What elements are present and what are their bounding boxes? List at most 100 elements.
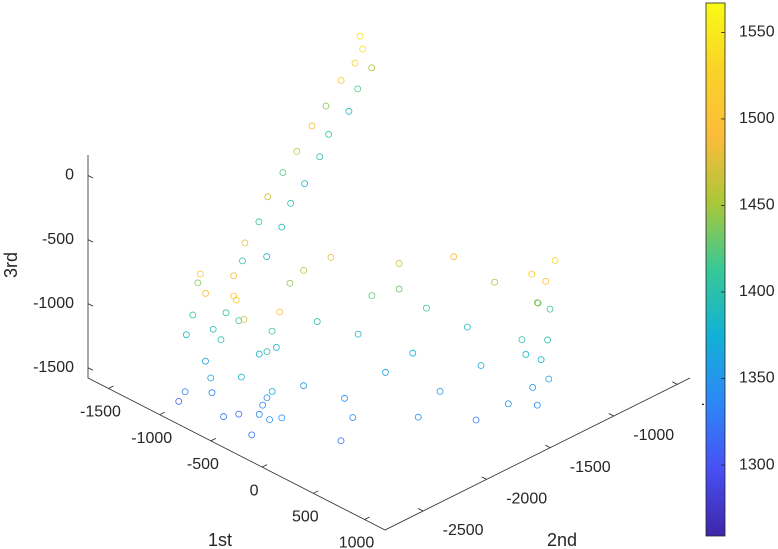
point [395,260,403,267]
x-axis-title: 1st [208,530,232,549]
point [222,309,230,317]
y-tick-label: -2500 [443,522,484,539]
point [463,323,471,331]
point [202,289,209,297]
point [300,266,308,274]
point [301,180,309,187]
point [354,330,362,338]
point [248,431,256,439]
y-tick [672,381,678,385]
z-tick [87,303,94,307]
point [300,382,308,390]
point [472,416,480,424]
point [207,374,215,382]
point [217,336,225,344]
point [255,350,263,358]
point [255,410,263,418]
colorbar-tick-label: 1550 [739,24,775,41]
point [423,304,430,312]
point [232,296,240,304]
point [354,85,362,93]
point [325,130,332,138]
colorbar-tick-label: 1300 [739,456,775,473]
point [241,239,249,247]
point [351,59,359,67]
point [208,389,216,397]
y-tick-labels: -2500 -2000 -1500 -1000 -500 [443,396,733,540]
y-tick-label: -1000 [633,427,674,444]
point [349,414,357,421]
z-tick [87,175,94,179]
z-tick [87,367,94,371]
point [546,305,554,313]
point [368,64,376,72]
x-tick [313,490,319,494]
point [239,257,246,265]
x-tick [210,438,217,442]
point [518,336,526,344]
point [542,277,550,285]
point [313,318,321,325]
x-tick-label: -500 [187,456,219,473]
point [395,285,403,293]
point [504,400,512,408]
point [337,76,345,84]
point [293,148,301,155]
point [230,272,238,279]
point [235,317,243,324]
point [533,401,541,409]
point [189,311,197,319]
point [240,315,248,323]
point [537,356,545,364]
point [345,107,353,115]
point [322,102,330,110]
y-tick [417,508,424,512]
point [202,357,209,365]
point [356,32,364,40]
x-tick [364,516,370,520]
point [316,153,324,161]
y-tick-label: -2000 [506,491,547,508]
z-tick-label: -1000 [33,295,74,312]
z-tick [87,239,94,243]
colorbar-fill [705,2,726,537]
y-tick [545,444,551,449]
point [264,193,272,201]
y-tick-label: -1500 [570,459,611,476]
y-tick-label: -500 [701,396,733,413]
point [259,401,267,409]
point [308,122,316,130]
point [220,413,227,420]
colorbar-tick-label: 1450 [739,197,775,214]
z-tick-label: 0 [65,167,74,184]
colorbar-tick-label: 1350 [739,370,775,387]
point [528,270,536,278]
x-tick-label: 1000 [339,535,375,549]
point [235,410,243,418]
x-tick [159,411,165,416]
point [263,394,271,402]
x-tick [108,385,114,389]
point [278,223,286,231]
point [529,384,537,391]
point [327,253,335,261]
point [522,351,530,358]
y-tick [481,476,487,480]
x-tick-label: -1000 [131,430,172,447]
point [268,388,276,395]
axes: -1500 -1000 -500 0 500 1000 -2500 -2000 -1500 -10… [33,155,733,549]
point [368,292,376,300]
point [197,270,204,278]
point [268,327,276,335]
point [409,349,417,357]
z-axis-title: 3rd [1,252,21,278]
points [175,32,559,445]
point [477,362,485,369]
point [382,369,389,376]
point [278,414,286,422]
x-tick-label: 500 [292,509,319,526]
point [533,299,541,307]
point [414,413,422,421]
colorbar: 1300 1350 1400 1450 1500 1550 [705,2,775,537]
